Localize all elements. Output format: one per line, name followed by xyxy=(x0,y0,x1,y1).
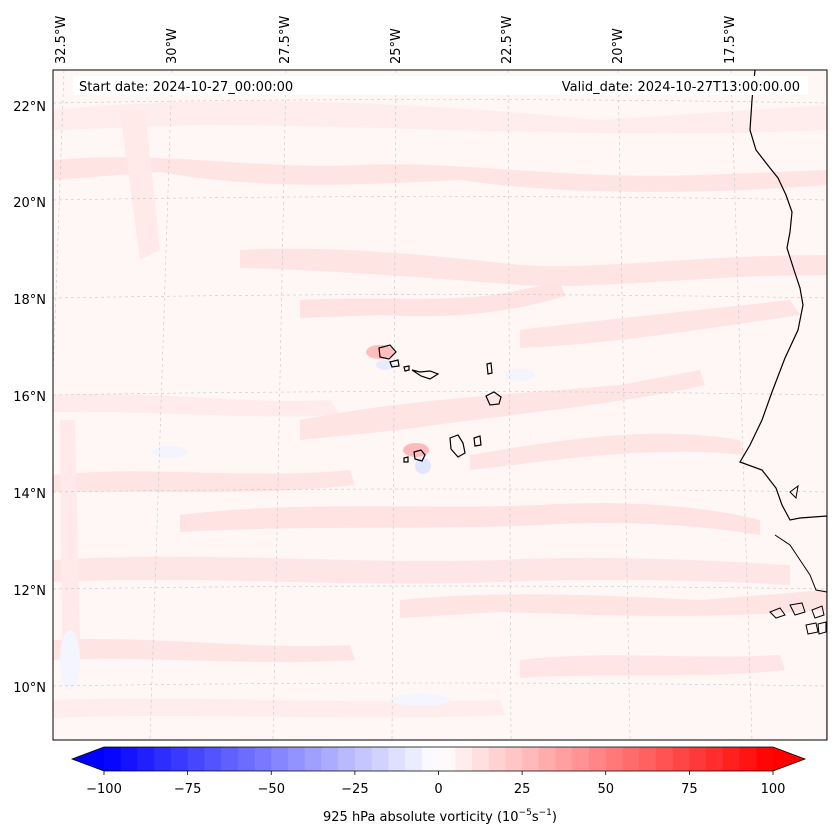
colorbar-segment xyxy=(120,747,138,771)
colorbar-label-main: 925 hPa absolute vorticity (10 xyxy=(323,810,519,825)
longitude-labels: 32.5°W 30°W 27.5°W 25°W 22.5°W 20°W 17.5… xyxy=(54,16,738,64)
lat-label-18n: 18°N xyxy=(13,293,46,308)
lat-label-14n: 14°N xyxy=(13,487,46,502)
colorbar-segment xyxy=(555,747,573,771)
colorbar-segment xyxy=(756,747,774,771)
santo-antao-island xyxy=(378,344,397,360)
colorbar-segment xyxy=(421,747,439,771)
colorbar-label-mid: s xyxy=(532,810,539,825)
colorbar-tick-label: 0 xyxy=(434,782,442,797)
colorbar-segment xyxy=(689,747,707,771)
colorbar-segment xyxy=(739,747,757,771)
map-frame xyxy=(52,69,828,741)
colorbar-label: 925 hPa absolute vorticity (10−5s−1) xyxy=(323,808,557,825)
colorbar-label-exp1: −5 xyxy=(519,808,532,818)
colorbar-segment xyxy=(388,747,406,771)
colorbar xyxy=(70,746,807,772)
colorbar-segment xyxy=(572,747,590,771)
colorbar-segment xyxy=(438,747,456,771)
colorbar-segment xyxy=(237,747,255,771)
colorbar-segment xyxy=(605,747,623,771)
lon-label-22-5w: 22.5°W xyxy=(500,16,515,64)
colorbar-segment xyxy=(672,747,690,771)
lon-label-25w: 25°W xyxy=(389,28,404,64)
colorbar-segment xyxy=(187,747,205,771)
colorbar-tick-label: −100 xyxy=(86,782,122,797)
lon-label-27-5w: 27.5°W xyxy=(278,16,293,64)
sao-vicente-island xyxy=(389,359,400,368)
colorbar-segment xyxy=(304,747,322,771)
cape-verde-islands xyxy=(378,344,502,463)
colorbar-segment xyxy=(405,747,423,771)
colorbar-segment xyxy=(589,747,607,771)
maio-island xyxy=(473,435,482,447)
colorbar-segment xyxy=(154,747,172,771)
colorbar-segment xyxy=(321,747,339,771)
colorbar-segment xyxy=(639,747,657,771)
sal-island xyxy=(486,362,493,375)
colorbar-segment xyxy=(505,747,523,771)
latitude-labels: 22°N 20°N 18°N 16°N 14°N 12°N 10°N xyxy=(13,100,46,696)
colorbar-segment xyxy=(471,747,490,771)
date-info-strip xyxy=(73,76,808,95)
colorbar-segment xyxy=(722,747,740,771)
colorbar-segment xyxy=(655,747,674,771)
sao-nicolau-island xyxy=(411,369,440,380)
colorbar-extend-min xyxy=(72,747,104,771)
lon-label-30w: 30°W xyxy=(165,28,180,64)
colorbar-segment xyxy=(170,747,189,771)
colorbar-tick-label: −25 xyxy=(341,782,368,797)
colorbar-segment xyxy=(354,747,373,771)
bijagos-islands xyxy=(769,484,827,635)
colorbar-tick-label: 100 xyxy=(761,782,786,797)
lat-label-16n: 16°N xyxy=(13,390,46,405)
graticule xyxy=(53,70,827,740)
start-date-text: Start date: 2024-10-27_00:00:00 xyxy=(79,80,293,95)
west-africa-coastline xyxy=(739,70,827,740)
colorbar-segment xyxy=(287,747,306,771)
vorticity-shading xyxy=(53,101,827,718)
colorbar-segment xyxy=(371,747,389,771)
colorbar-extend-max xyxy=(773,747,805,771)
lat-label-22n: 22°N xyxy=(13,100,46,115)
guinea-bissau-coast xyxy=(774,534,827,593)
colorbar-tick-label: −50 xyxy=(258,782,285,797)
colorbar-segment xyxy=(455,747,473,771)
colorbar-tick-label: 25 xyxy=(514,782,531,797)
lat-label-10n: 10°N xyxy=(13,681,46,696)
colorbar-tick-label: 75 xyxy=(681,782,698,797)
colorbar-label-end: ) xyxy=(552,810,557,825)
colorbar-segment xyxy=(538,747,556,771)
brava-island xyxy=(403,456,409,463)
santa-luzia-island xyxy=(403,365,410,372)
colorbar-tick-label: −75 xyxy=(174,782,201,797)
colorbar-ticks: −100 −75 −50 −25 0 25 50 75 100 xyxy=(86,771,785,797)
colorbar-segment xyxy=(488,747,506,771)
colorbar-segment xyxy=(706,747,724,771)
boa-vista-island xyxy=(485,391,502,406)
colorbar-segment xyxy=(254,747,272,771)
lat-label-20n: 20°N xyxy=(13,196,46,211)
colorbar-segment xyxy=(137,747,155,771)
colorbar-segment xyxy=(204,747,222,771)
lat-label-12n: 12°N xyxy=(13,584,46,599)
colorbar-segment xyxy=(522,747,540,771)
fogo-island xyxy=(413,449,426,462)
colorbar-label-exp2: −1 xyxy=(539,808,552,818)
valid-date-text: Valid_date: 2024-10-27T13:00:00.00 xyxy=(562,80,800,95)
santiago-island xyxy=(449,434,466,458)
lon-label-32-5w: 32.5°W xyxy=(54,16,69,64)
map-panel xyxy=(53,70,827,740)
colorbar-segment xyxy=(622,747,640,771)
colorbar-segment xyxy=(221,747,239,771)
lon-label-20w: 20°W xyxy=(611,28,626,64)
colorbar-segment xyxy=(104,747,122,771)
colorbar-tick-label: 50 xyxy=(597,782,614,797)
colorbar-segment xyxy=(271,747,289,771)
colorbar-segment xyxy=(338,747,356,771)
lon-label-17-5w: 17.5°W xyxy=(723,16,738,64)
